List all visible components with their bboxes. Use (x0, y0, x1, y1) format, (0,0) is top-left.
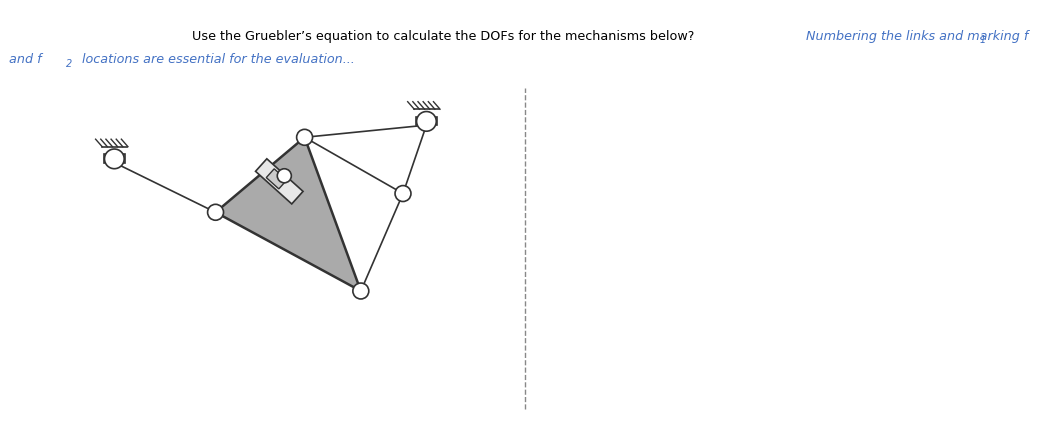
Circle shape (353, 283, 369, 299)
Circle shape (105, 150, 124, 169)
Text: 1: 1 (980, 35, 986, 45)
Circle shape (416, 112, 436, 132)
Polygon shape (266, 169, 287, 190)
Polygon shape (255, 159, 303, 204)
Circle shape (395, 186, 411, 202)
Polygon shape (216, 138, 361, 291)
Text: 2: 2 (66, 59, 72, 69)
Text: Use the Gruebler’s equation to calculate the DOFs for the mechanisms below?: Use the Gruebler’s equation to calculate… (192, 30, 699, 43)
Text: locations are essential for the evaluation...: locations are essential for the evaluati… (77, 53, 355, 66)
Text: and f: and f (10, 53, 42, 66)
Text: Numbering the links and marking f: Numbering the links and marking f (806, 30, 1028, 43)
Circle shape (208, 205, 223, 221)
Circle shape (297, 130, 312, 146)
Circle shape (277, 169, 291, 184)
Bar (104, 155, 125, 163)
Bar (416, 118, 436, 126)
